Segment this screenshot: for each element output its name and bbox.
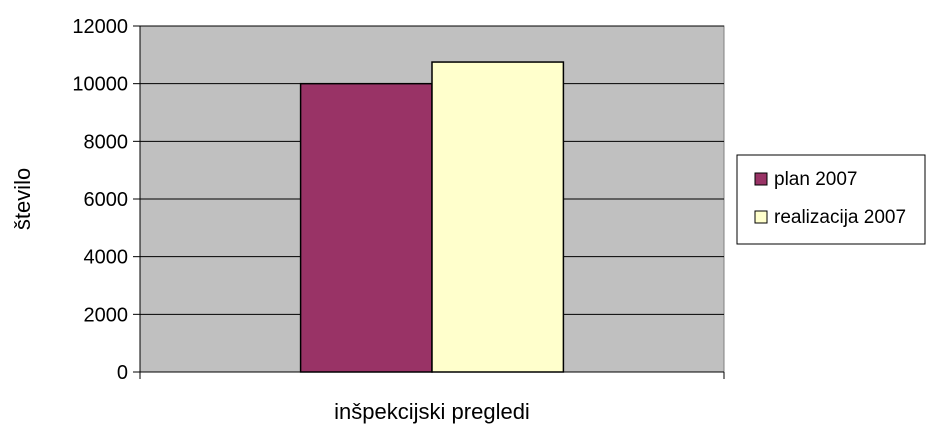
legend-box — [736, 154, 926, 245]
y-tick-label: 10000 — [72, 74, 128, 96]
x-axis-title: inšpekcijski pregledi — [334, 399, 530, 424]
y-tick-label: 2000 — [84, 304, 129, 326]
y-tick-label: 0 — [117, 362, 128, 384]
y-tick-label: 12000 — [72, 16, 128, 38]
legend: plan 2007 realizacija 2007 — [736, 154, 926, 245]
y-axis-title: število — [10, 168, 35, 230]
y-tick-label: 8000 — [84, 131, 129, 153]
bar-realizacija-2007 — [431, 61, 565, 373]
legend-swatch — [754, 172, 768, 186]
bar-plan-2007 — [299, 82, 433, 373]
y-tick-labels: 0 2000 4000 6000 8000 10000 12000 — [72, 16, 140, 384]
y-tick-label: 4000 — [84, 247, 129, 269]
legend-swatch — [754, 210, 768, 224]
y-tick-label: 6000 — [84, 189, 129, 211]
legend-label: realizacija 2007 — [774, 207, 906, 228]
legend-label: plan 2007 — [774, 169, 857, 190]
bars — [299, 61, 565, 373]
